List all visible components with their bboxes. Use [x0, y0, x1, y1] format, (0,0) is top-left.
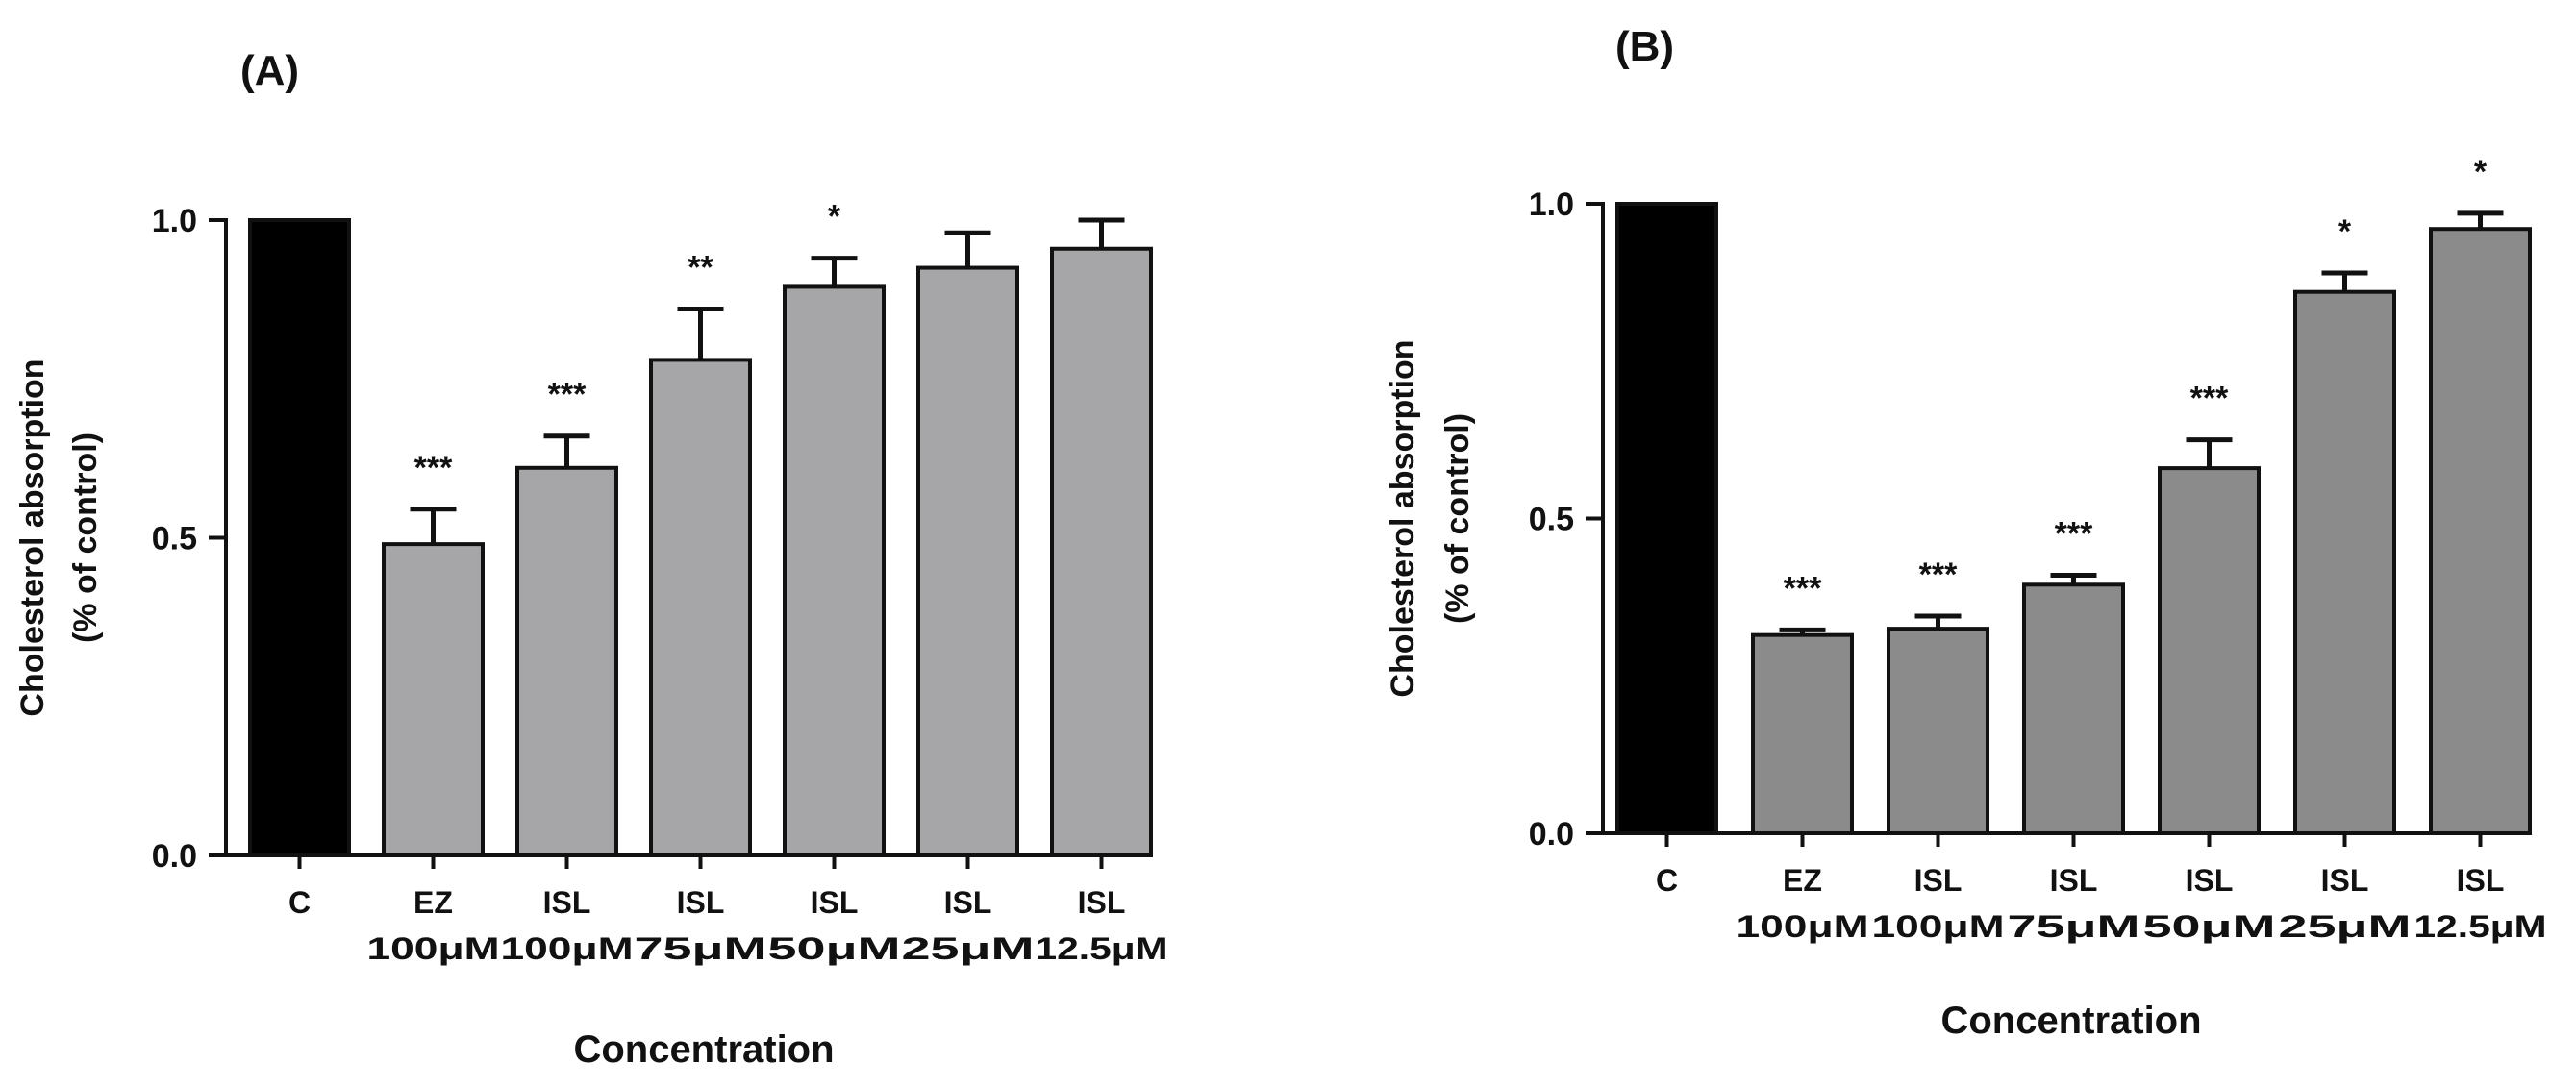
panel-b-xtick-label-0: C — [1656, 863, 1678, 898]
panel-b-xtick-sublabel-1: 100μM — [1737, 909, 1869, 944]
panel-b-significance-5: * — [2338, 213, 2352, 250]
panel-b-bar-4 — [2158, 466, 2261, 835]
panel-b-ylabel-line1: Cholesterol absorption — [1385, 339, 1421, 697]
panel-b-ylabel-line2: (% of control) — [1439, 413, 1476, 624]
panel-a-ylabel-line1: Cholesterol absorption — [14, 359, 51, 716]
panel-a-bar-3 — [649, 358, 752, 858]
panel-a-xtick-sublabel-5: 25μM — [902, 931, 1035, 966]
panel-b-xtick-label-2: ISL — [1914, 863, 1963, 898]
panel-a-significance-1: *** — [414, 450, 453, 486]
panel-b-significance-4: *** — [2190, 381, 2229, 417]
panel-a-bar-5 — [916, 265, 1019, 857]
panel-a-ytick-label-0: 0.0 — [152, 838, 197, 875]
panel-b-bar-2 — [1887, 627, 1989, 835]
panel-b-xtick-label-4: ISL — [2186, 863, 2234, 898]
panel-b-bar-5 — [2293, 289, 2396, 835]
panel-a-xtick-label-4: ISL — [811, 885, 859, 920]
panel-b-xtick-label-3: ISL — [2050, 863, 2098, 898]
panel-b-xtick-sublabel-2: 100μM — [1872, 909, 2005, 944]
panel-b-xlabel: Concentration — [1940, 1000, 2201, 1042]
panel-a-xtick-sublabel-3: 75μM — [635, 931, 767, 966]
panel-a-xtick-sublabel-4: 50μM — [768, 931, 901, 966]
panel-b-bar-0 — [1615, 202, 1718, 835]
panel-a-bar-6 — [1050, 246, 1153, 857]
panel-b-xtick-label-6: ISL — [2457, 863, 2505, 898]
panel-b-xtick-label-1: EZ — [1783, 863, 1822, 898]
panel-a-significance-2: *** — [548, 377, 587, 413]
panel-a-xtick-label-6: ISL — [1078, 885, 1126, 920]
panel-a-xtick-label-2: ISL — [543, 885, 591, 920]
panel-b-ytick-label-2: 1.0 — [1529, 186, 1574, 223]
panel-b-xtick-sublabel-5: 25μM — [2279, 909, 2412, 944]
panel-a-label: (A) — [240, 47, 299, 94]
panel-b-significance-2: *** — [1919, 556, 1958, 593]
panel-a-xlabel: Concentration — [573, 1028, 834, 1071]
panel-b-xtick-sublabel-6: 12.5μM — [2414, 909, 2547, 944]
panel-a-ytick-label-2: 1.0 — [152, 203, 197, 239]
panel-a-xtick-label-3: ISL — [677, 885, 725, 920]
panel-a-xtick-label-1: EZ — [413, 885, 453, 920]
panel-b-significance-6: * — [2474, 154, 2488, 190]
panel-b-bar-3 — [2022, 582, 2125, 836]
panel-b-bar-1 — [1751, 632, 1854, 835]
panel-a-bar-1 — [382, 542, 485, 857]
panel-b-significance-3: *** — [2055, 515, 2093, 552]
panel-a-xtick-label-5: ISL — [944, 885, 992, 920]
panel-b-xtick-label-5: ISL — [2321, 863, 2369, 898]
panel-b-significance-1: *** — [1784, 570, 1822, 606]
panel-b-xtick-sublabel-3: 75μM — [2008, 909, 2140, 944]
panel-a-chart: (A) C *** EZ 100μM *** ISL 100μM ** ISL 75μM * ISL 50… — [14, 47, 1168, 1071]
panel-a-ylabel-line2: (% of control) — [67, 433, 104, 643]
panel-a-xtick-sublabel-1: 100μM — [367, 931, 500, 966]
panel-a-bar-4 — [783, 284, 886, 857]
panel-b-bar-6 — [2429, 227, 2532, 835]
panel-b-label: (B) — [1615, 23, 1674, 70]
panel-a-ytick-label-1: 0.5 — [152, 521, 197, 557]
panel-b-chart: (B) C *** EZ 100μM *** ISL 100μM *** ISL 75μM *** IS… — [1385, 23, 2547, 1042]
panel-a-bar-0 — [248, 218, 351, 857]
panel-a-significance-4: * — [828, 199, 841, 235]
panel-a-significance-3: ** — [688, 250, 713, 286]
panel-b-ytick-label-0: 0.0 — [1529, 816, 1574, 853]
panel-b-xtick-sublabel-4: 50μM — [2143, 909, 2276, 944]
panel-a-bar-2 — [515, 465, 618, 857]
panel-b-ytick-label-1: 0.5 — [1529, 502, 1574, 538]
panel-a-xtick-sublabel-6: 12.5μM — [1036, 931, 1168, 966]
panel-a-xtick-label-0: C — [288, 885, 311, 920]
panel-a-xtick-sublabel-2: 100μM — [501, 931, 634, 966]
